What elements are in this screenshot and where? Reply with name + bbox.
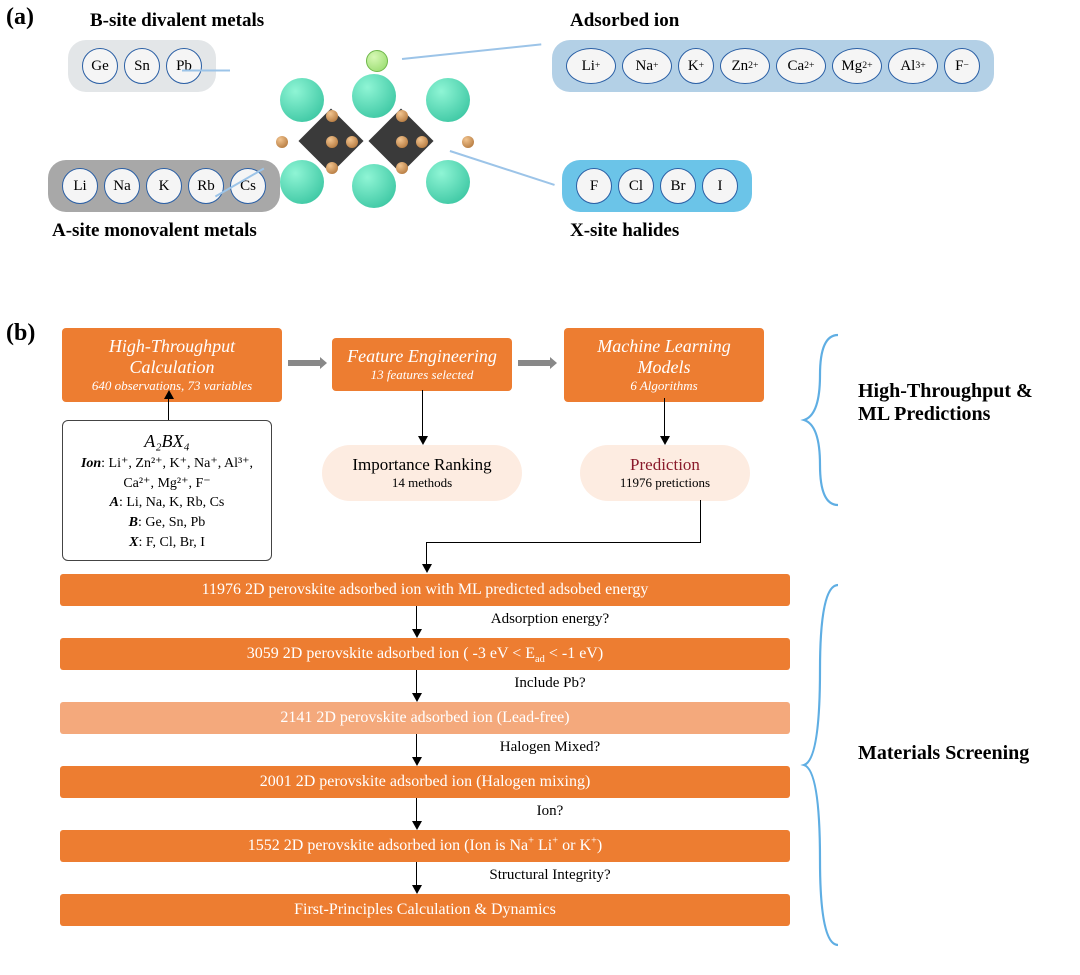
box-fe-sub: 13 features selected — [344, 367, 500, 383]
panel-b: High-Throughput Calculation 640 observat… — [0, 310, 1080, 975]
arrow-fe-importance — [422, 390, 423, 438]
box-ml-title: Machine Learning Models — [576, 336, 752, 378]
ion-Li: Li+ — [566, 48, 616, 84]
prediction-sub: 11976 pretictions — [600, 475, 730, 491]
panel-a: B-site divalent metals GeSnPb A-site mon… — [0, 0, 1080, 300]
B-line: B: Ge, Sn, Pb — [75, 513, 259, 533]
arrow-to-adsorbed — [402, 43, 541, 59]
screen-bar-1: 3059 2D perovskite adsorbed ion ( -3 eV … — [60, 638, 790, 670]
arrow-fe-ml — [516, 356, 558, 370]
group-bsite: GeSnPb — [68, 40, 216, 92]
X-line: X: F, Cl, Br, I — [75, 533, 259, 553]
ion-Al: Al3+ — [888, 48, 938, 84]
formula: A₂BX₄ — [75, 429, 259, 454]
ion-Pb: Pb — [166, 48, 202, 84]
ion-line: Ion: Li⁺, Zn²⁺, K⁺, Na⁺, Al³⁺, Ca²⁺, Mg²… — [75, 454, 259, 493]
screen-bar-0: 11976 2D perovskite adsorbed ion with ML… — [60, 574, 790, 606]
question-3: Ion? — [420, 803, 680, 820]
input-box: A₂BX₄ Ion: Li⁺, Zn²⁺, K⁺, Na⁺, Al³⁺, Ca²… — [62, 420, 272, 561]
ion-Sn: Sn — [124, 48, 160, 84]
arrow-ml-prediction-head — [660, 436, 670, 445]
heading-bsite: B-site divalent metals — [90, 10, 264, 32]
arrow-input-htc-head — [164, 390, 174, 399]
screen-arrow-head-0 — [412, 629, 422, 638]
ion-Na: Na — [104, 168, 140, 204]
question-4: Structural Integrity? — [420, 867, 680, 884]
arrow-fe-importance-head — [418, 436, 428, 445]
importance-sub: 14 methods — [342, 475, 502, 491]
importance-title: Importance Ranking — [342, 455, 502, 475]
screen-bar-5: First-Principles Calculation & Dynamics — [60, 894, 790, 926]
conn-pred-down2 — [426, 542, 427, 566]
screen-arrow-head-1 — [412, 693, 422, 702]
screen-bar-4: 1552 2D perovskite adsorbed ion (Ion is … — [60, 830, 790, 862]
box-fe: Feature Engineering 13 features selected — [332, 338, 512, 391]
label-ht-ml: High-Throughput & ML Predictions — [858, 380, 1068, 426]
screen-arrow-0 — [416, 606, 417, 630]
box-htc-title: High-Throughput Calculation — [74, 336, 270, 378]
ion-F: F — [576, 168, 612, 204]
arrow-input-htc — [168, 398, 169, 420]
group-xsite: FClBrI — [562, 160, 752, 212]
conn-pred-h — [426, 542, 701, 543]
screen-arrow-1 — [416, 670, 417, 694]
ion-K: K — [146, 168, 182, 204]
ion-Br: Br — [660, 168, 696, 204]
ion-Rb: Rb — [188, 168, 224, 204]
screen-arrow-head-2 — [412, 757, 422, 766]
heading-asite: A-site monovalent metals — [52, 220, 257, 242]
brace-bottom — [798, 580, 848, 950]
ion-Zn: Zn2+ — [720, 48, 770, 84]
ion-Cl: Cl — [618, 168, 654, 204]
arrow-to-bsite — [182, 70, 230, 72]
ion-Li: Li — [62, 168, 98, 204]
ion-Na: Na+ — [622, 48, 672, 84]
screen-bar-3: 2001 2D perovskite adsorbed ion (Halogen… — [60, 766, 790, 798]
arrow-ml-prediction — [664, 398, 665, 438]
ion-Mg: Mg2+ — [832, 48, 882, 84]
ion-K: K+ — [678, 48, 714, 84]
box-fe-title: Feature Engineering — [344, 346, 500, 367]
ion-F: F− — [944, 48, 980, 84]
prediction-title: Prediction — [600, 455, 730, 475]
oval-importance: Importance Ranking 14 methods — [322, 445, 522, 501]
screen-bar-2: 2141 2D perovskite adsorbed ion (Lead-fr… — [60, 702, 790, 734]
screen-arrow-3 — [416, 798, 417, 822]
screen-arrow-head-3 — [412, 821, 422, 830]
crystal-structure — [280, 60, 470, 210]
box-ml: Machine Learning Models 6 Algorithms — [564, 328, 764, 402]
screen-arrow-2 — [416, 734, 417, 758]
ion-Ge: Ge — [82, 48, 118, 84]
A-line: A: Li, Na, K, Rb, Cs — [75, 493, 259, 513]
heading-adsorbed: Adsorbed ion — [570, 10, 679, 32]
arrow-htc-fe — [286, 356, 328, 370]
question-0: Adsorption energy? — [420, 611, 680, 628]
box-ml-sub: 6 Algorithms — [576, 378, 752, 394]
oval-prediction: Prediction 11976 pretictions — [580, 445, 750, 501]
conn-pred-down — [700, 500, 701, 542]
group-asite: LiNaKRbCs — [48, 160, 280, 212]
group-adsorbed: Li+Na+K+Zn2+Ca2+Mg2+Al3+F− — [552, 40, 994, 92]
screen-arrow-4 — [416, 862, 417, 886]
heading-xsite: X-site halides — [570, 220, 679, 242]
brace-top — [798, 330, 848, 510]
conn-pred-head — [422, 564, 432, 573]
ion-I: I — [702, 168, 738, 204]
ion-Ca: Ca2+ — [776, 48, 826, 84]
question-2: Halogen Mixed? — [420, 739, 680, 756]
question-1: Include Pb? — [420, 675, 680, 692]
label-screening: Materials Screening — [858, 742, 1068, 765]
screen-arrow-head-4 — [412, 885, 422, 894]
